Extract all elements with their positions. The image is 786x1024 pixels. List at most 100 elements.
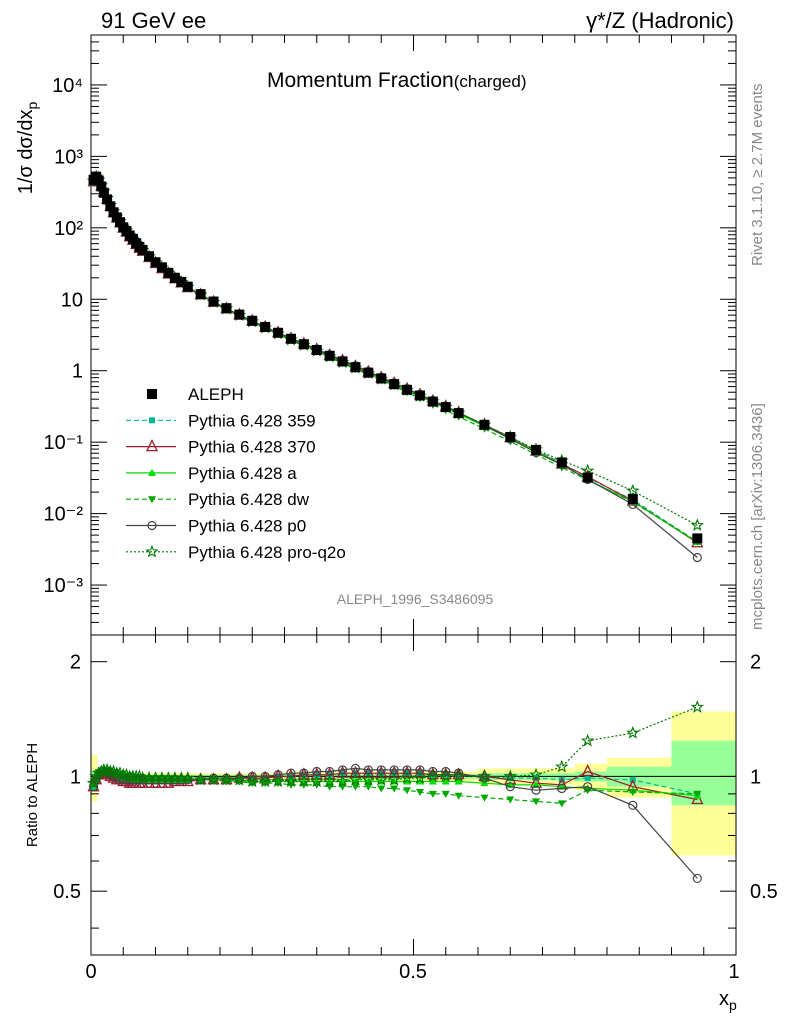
aleph-data-point	[208, 296, 219, 307]
x-tick-label-0: 0	[85, 961, 96, 983]
ratio-point-dw	[390, 785, 399, 793]
main-ytick-label: 1	[72, 361, 83, 383]
main-series-group	[86, 169, 704, 563]
main-y-axis-label: 1/σ dσ/dxp	[15, 102, 40, 195]
ratio-point-a	[441, 777, 450, 785]
ratio-point-proq2o	[438, 769, 453, 783]
aleph-data-point	[479, 419, 490, 430]
main-point-proq2o	[626, 483, 640, 497]
ratio-point-dw	[506, 796, 515, 804]
ratio-point-proq2o	[477, 769, 492, 783]
ratio-point-proq2o	[335, 774, 350, 788]
aleph-data-point	[285, 333, 296, 344]
legend-label-pythia-6-428-dw: Pythia 6.428 dw	[188, 490, 310, 509]
aleph-data-point	[337, 356, 348, 367]
ratio-point-dw	[403, 787, 412, 795]
ratio-point-370	[362, 765, 375, 778]
aleph-data-point	[556, 457, 567, 468]
ratio-point-370	[388, 765, 401, 778]
ratio-point-dw	[557, 800, 566, 808]
main-ytick-label: 10	[61, 289, 83, 311]
ratio-point-proq2o	[690, 700, 705, 713]
legend-marker-pythia-6-428-370	[145, 439, 159, 452]
ratio-point-dw	[693, 790, 702, 798]
ratio-line-p0	[93, 767, 698, 879]
aleph-data-point	[505, 432, 516, 443]
aleph-data-point	[105, 201, 116, 212]
ratio-point-proq2o	[555, 759, 569, 773]
ratio-point-370	[375, 765, 388, 778]
ratio-point-proq2o	[426, 769, 440, 783]
x-tick-label-1: 1	[728, 961, 739, 983]
ratio-point-a	[364, 777, 373, 785]
ratio-point-p0	[454, 768, 464, 778]
legend-label-pythia-6-428-p0: Pythia 6.428 p0	[188, 517, 306, 536]
ratio-ytick-label-left: 1	[70, 766, 81, 788]
ratio-point-proq2o	[400, 771, 414, 784]
ratio-ytick-label-right: 0.5	[750, 881, 778, 903]
ratio-point-proq2o	[245, 774, 260, 788]
ratio-ytick-label-left: 2	[70, 652, 81, 674]
ratio-point-proq2o	[219, 772, 234, 786]
legend-label-pythia-6-428-a: Pythia 6.428 a	[188, 464, 297, 483]
aleph-data-point	[260, 321, 271, 332]
main-line-proq2o	[93, 175, 698, 526]
aleph-data-point	[414, 390, 425, 401]
main-panel: 10⁻³ 10⁻² 10⁻¹ 1 10 10² 10³ 10⁴ Momentum Fracti…	[15, 34, 737, 636]
analysis-tag: ALEPH_1996_S3486095	[337, 591, 494, 607]
ratio-point-proq2o	[348, 772, 363, 786]
ratio-point-370	[413, 765, 427, 778]
ratio-point-proq2o	[180, 771, 195, 784]
ratio-point-a	[428, 777, 437, 785]
legend-marker-pythia-6-428-a	[148, 468, 156, 476]
ratio-point-a	[454, 777, 463, 785]
ratio-point-p0	[583, 782, 593, 792]
aleph-data-point	[402, 384, 413, 395]
ratio-series-group	[86, 700, 705, 884]
main-ytick-label: 10³	[54, 146, 83, 168]
aleph-data-point	[298, 339, 309, 350]
legend-marker-aleph	[147, 389, 157, 399]
legend-label-pythia-6-428-pro-q2o: Pythia 6.428 pro-q2o	[188, 543, 346, 562]
aleph-data-point	[102, 194, 113, 205]
ratio-point-p0	[505, 782, 515, 792]
aleph-data-point	[692, 533, 703, 544]
ratio-point-p0	[350, 763, 361, 773]
ratio-point-dw	[480, 794, 489, 802]
ratio-point-359	[584, 775, 591, 782]
aleph-data-point	[453, 408, 464, 419]
ratio-point-a	[351, 777, 360, 785]
aleph-data-point	[98, 187, 109, 198]
legend-marker-pythia-6-428-dw	[148, 496, 156, 504]
ratio-ytick-label-left: 0.5	[53, 881, 81, 903]
main-ylabel-sub: p	[24, 102, 40, 110]
ratio-point-p0	[428, 766, 438, 777]
legend-marker-pythia-6-428-pro-q2o	[145, 544, 159, 558]
main-point-proq2o	[690, 518, 704, 532]
main-ytick-label: 10⁻¹	[44, 432, 84, 454]
header-right-label: γ*/Z (Hadronic)	[586, 8, 734, 33]
ratio-point-proq2o	[309, 774, 324, 788]
band-inner	[671, 740, 736, 806]
main-ytick-label: 10⁻³	[44, 575, 84, 597]
ratio-point-p0	[531, 785, 541, 795]
aleph-data-point	[169, 272, 180, 283]
x-tick-label-05: 0.5	[399, 961, 427, 983]
legend-label-aleph: ALEPH	[188, 385, 244, 404]
main-y-ticks: 10⁻³ 10⁻² 10⁻¹ 1 10 10² 10³ 10⁴	[44, 34, 736, 636]
main-ytick-label: 10⁴	[52, 75, 83, 97]
ratio-point-p0	[337, 765, 348, 775]
ratio-point-proq2o	[193, 772, 208, 786]
ratio-point-proq2o	[374, 772, 389, 786]
ratio-panel: 0.5 0.5 1 1 2 2 Ratio to ALEPH	[24, 634, 778, 956]
aleph-data-point	[108, 207, 119, 218]
ratio-point-proq2o	[413, 771, 427, 784]
legend-marker-pythia-6-428-359	[149, 417, 155, 424]
legend-marker-pythia-6-428-p0	[147, 520, 157, 531]
xlabel-text: x	[719, 988, 729, 1010]
ratio-point-dw	[454, 792, 463, 800]
ratio-point-dw	[364, 783, 373, 791]
ratio-point-p0	[628, 800, 638, 810]
rivet-label: Rivet 3.1.10, ≥ 2.7M events	[749, 84, 766, 267]
ratio-point-proq2o	[387, 772, 401, 786]
